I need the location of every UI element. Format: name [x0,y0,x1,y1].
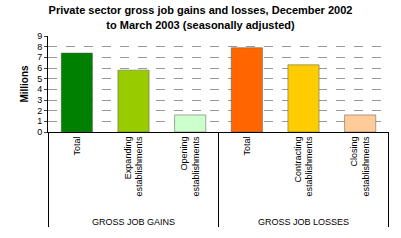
svg-text:Contractingestablishments: Contractingestablishments [293,136,315,197]
svg-text:4: 4 [37,84,42,94]
svg-text:Millions: Millions [19,65,30,103]
svg-text:2: 2 [37,106,42,116]
svg-text:1: 1 [37,116,42,126]
svg-text:Openingestablishments: Openingestablishments [179,136,201,197]
svg-text:8: 8 [37,42,42,52]
svg-text:Private sector gross job gains: Private sector gross job gains and losse… [49,4,353,30]
svg-text:Total: Total [72,137,82,156]
svg-text:Total: Total [242,137,252,156]
svg-text:Closingestablishments: Closingestablishments [349,136,371,197]
svg-text:7: 7 [37,52,42,62]
svg-text:9: 9 [37,31,42,41]
svg-text:0: 0 [37,127,42,137]
svg-text:5: 5 [37,74,42,84]
svg-text:3: 3 [37,95,42,105]
svg-text:GROSS JOB GAINS: GROSS JOB GAINS [92,217,175,227]
svg-text:Expandingestablishments: Expandingestablishments [123,136,145,197]
svg-text:GROSS JOB LOSSES: GROSS JOB LOSSES [258,217,349,227]
svg-text:6: 6 [37,63,42,73]
